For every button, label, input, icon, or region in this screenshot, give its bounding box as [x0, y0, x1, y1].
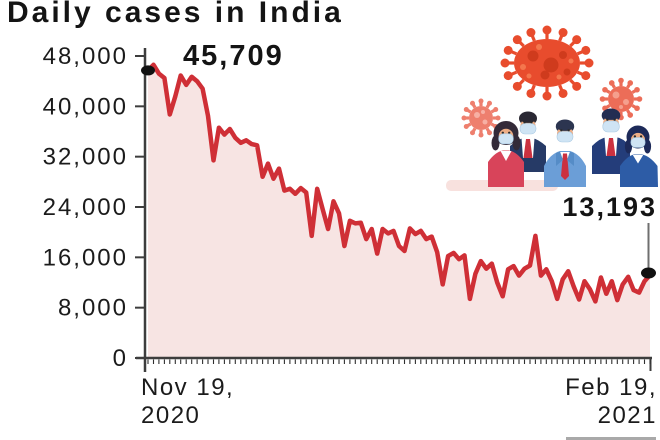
y-axis-tick-label: 8,000: [58, 295, 128, 322]
virus-spike-knob: [542, 91, 552, 101]
start-point-marker: [141, 65, 155, 76]
virus-spike-knob: [526, 28, 536, 38]
x-axis-end-label-line1: Feb 19,: [565, 374, 657, 401]
virus-spike-knob: [470, 100, 475, 106]
virus-spike-knob: [558, 28, 568, 38]
face-mask: [519, 123, 537, 135]
virus-spot: [540, 70, 550, 80]
virus-spot: [526, 73, 532, 79]
virus-spike-knob: [526, 88, 536, 98]
virus-spike-knob: [503, 71, 513, 81]
y-axis-tick-label: 48,000: [43, 43, 128, 70]
x-axis-start-label: Nov 19, 2020: [141, 374, 234, 430]
face-mask: [602, 120, 620, 133]
face-mask: [498, 133, 514, 145]
face-mask: [556, 131, 574, 143]
virus-spike-knob: [634, 86, 640, 93]
y-axis-tick-label: 16,000: [43, 244, 128, 271]
cropped-text-sliver: [566, 437, 656, 440]
virus-spot: [481, 110, 485, 114]
virus-spike-knob: [558, 88, 568, 98]
virus-spike-knob: [461, 115, 467, 121]
virus-spike-knob: [572, 81, 582, 91]
virus-spot: [536, 44, 542, 50]
person-woman-right: [620, 125, 658, 187]
virus-spike-knob: [478, 98, 484, 104]
virus-spot: [556, 74, 562, 80]
chart-title: Daily cases in India: [7, 0, 344, 29]
virus-icons: [461, 25, 643, 138]
x-axis-start-label-line1: Nov 19,: [141, 374, 235, 401]
x-axis-end-label-line2: 2021: [597, 402, 657, 429]
virus-spike-knob: [618, 77, 624, 84]
virus-spike-knob: [627, 80, 634, 86]
virus-spike-knob: [495, 115, 501, 121]
start-value-annotation: 45,709: [183, 40, 284, 72]
virus-spot: [543, 57, 559, 73]
virus-spike-knob: [634, 105, 640, 112]
virus-spike-knob: [463, 124, 469, 129]
virus-spot: [568, 58, 574, 64]
virus-spot: [619, 105, 623, 109]
virus-spot: [563, 68, 571, 76]
virus-spike-knob: [503, 45, 513, 55]
virus-spike-knob: [542, 25, 552, 35]
virus-spike-knob: [493, 107, 499, 112]
area-fill: [148, 64, 650, 358]
face-mask: [630, 137, 646, 148]
virus-spike-knob: [636, 96, 643, 102]
virus-spike-knob: [602, 86, 608, 93]
virus-spike-knob: [581, 71, 591, 81]
virus-spot: [520, 64, 526, 70]
y-axis-tick-label: 32,000: [43, 144, 128, 171]
person-man-back-right: [592, 108, 630, 174]
virus-spot: [474, 112, 480, 118]
virus-spike-knob: [487, 100, 492, 106]
y-axis-tick-label: 0: [113, 345, 128, 372]
person-woman-left: [488, 121, 524, 187]
virus-spike-knob: [572, 35, 582, 45]
end-point-marker: [641, 267, 656, 279]
x-axis-start-label-line2: 2020: [141, 402, 201, 429]
virus-spot: [612, 91, 620, 99]
end-value-annotation: 13,193: [562, 192, 657, 222]
person-man-center: [544, 119, 586, 187]
coronavirus-icon-small-right: [599, 77, 643, 121]
virus-spike-knob: [608, 80, 615, 86]
virus-spike-knob: [500, 58, 510, 68]
virus-spot: [623, 99, 629, 105]
virus-spot: [527, 50, 539, 62]
virus-spike-knob: [512, 35, 522, 45]
virus-spike-knob: [581, 45, 591, 55]
virus-spike-knob: [470, 130, 475, 136]
chart-plot: 0 8,000 16,000 24,000 32,000 40,000 48,000: [43, 43, 656, 372]
virus-spike-knob: [512, 81, 522, 91]
virus-body: [469, 106, 493, 130]
cases-line: [145, 62, 653, 304]
y-axis-tick-label: 40,000: [43, 93, 128, 120]
virus-spike-knob: [599, 96, 606, 102]
virus-spot: [482, 119, 488, 125]
virus-spike-knob: [627, 112, 634, 118]
virus-spike-knob: [487, 130, 492, 136]
virus-spot: [559, 51, 567, 59]
coronavirus-icon-small-left: [461, 98, 501, 138]
virus-spike-knob: [584, 58, 594, 68]
x-axis-end-label: Feb 19, 2021: [565, 374, 657, 430]
y-axis-tick-label: 24,000: [43, 194, 128, 221]
virus-spike-knob: [478, 132, 484, 138]
virus-spike-knob: [463, 107, 469, 112]
people-illustration: [446, 108, 658, 191]
coronavirus-icon-large: [500, 25, 594, 101]
